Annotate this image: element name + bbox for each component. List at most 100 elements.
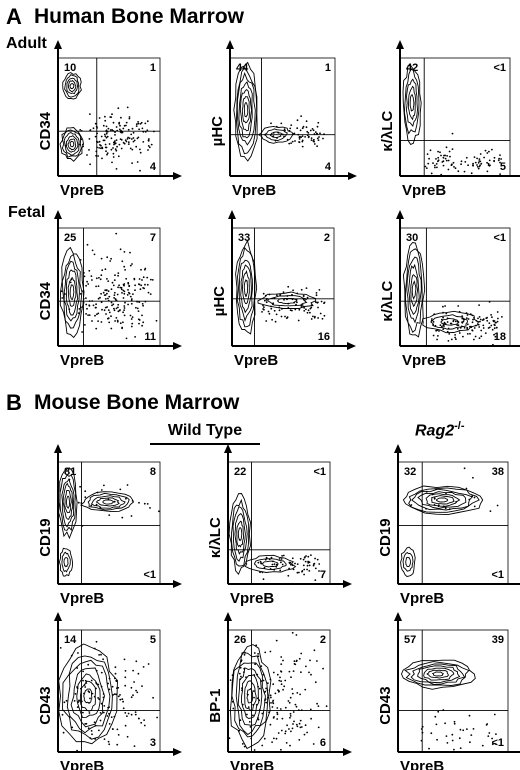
cluster-ring	[408, 263, 420, 316]
scatter-dot	[62, 731, 65, 734]
tail-dot	[469, 313, 472, 315]
scatter-dot	[78, 700, 81, 702]
tail-dot	[479, 320, 481, 323]
tail-dot	[278, 558, 281, 560]
tail-dot	[271, 318, 273, 321]
tail-dot	[280, 561, 282, 564]
tail-dot	[298, 138, 301, 140]
tail-dot	[295, 298, 298, 301]
scatter-dot	[299, 719, 302, 722]
cluster-ring	[59, 246, 85, 339]
scatter-dot	[124, 724, 127, 727]
scatter-dot	[126, 294, 129, 296]
scatter-dot	[142, 666, 145, 668]
scatter-dot	[131, 322, 134, 325]
scatter-dot	[71, 726, 74, 729]
tail-dot	[318, 289, 321, 291]
scatter-dot	[97, 297, 100, 300]
scatter-dot	[118, 143, 121, 146]
tail-dot	[445, 312, 448, 315]
scatter-dot	[282, 659, 284, 662]
scatter-dot	[110, 315, 112, 318]
scatter-dot	[64, 144, 67, 147]
tail-dot	[139, 123, 142, 125]
scatter-dot	[112, 303, 115, 306]
cluster-ring	[233, 61, 258, 162]
scatter-dot	[134, 284, 137, 287]
scatter-dot	[92, 304, 95, 307]
tail-dot	[262, 578, 265, 581]
tail-dot	[428, 157, 430, 160]
scatter-dot	[138, 283, 140, 286]
tail-dot	[301, 145, 304, 148]
scatter-dot	[113, 715, 116, 718]
scatter-dot	[143, 724, 146, 727]
scatter-dot	[280, 729, 283, 732]
scatter-dot	[143, 502, 146, 505]
tail-dot	[477, 321, 480, 323]
cluster-ring	[238, 80, 253, 139]
scatter-dot	[106, 715, 109, 717]
cluster-ring	[58, 547, 73, 577]
tail-dot	[276, 294, 278, 297]
tail-dot	[444, 722, 446, 725]
quadrant-lower-right-value: 4	[150, 161, 157, 173]
cluster-ring	[417, 665, 461, 683]
scatter-dot	[95, 303, 97, 306]
scatter-dot	[128, 117, 131, 120]
tail-dot	[318, 563, 321, 565]
panel-a-adult-muhc: VpreB µHC 44 1 4	[209, 40, 357, 199]
tail-dot	[495, 326, 498, 329]
scatter-dot	[279, 676, 281, 679]
scatter-dot	[147, 291, 150, 294]
scatter-dot	[254, 663, 256, 666]
tail-dot	[449, 155, 451, 158]
scatter-dot	[60, 290, 63, 293]
scatter-dot	[268, 711, 270, 714]
x-axis-arrow	[173, 342, 182, 350]
scatter-dot	[257, 655, 260, 658]
scatter-dot	[143, 287, 146, 290]
tail-dot	[484, 332, 487, 334]
cluster-ring	[257, 291, 317, 309]
tail-dot	[436, 166, 438, 169]
scatter-dot	[137, 672, 140, 675]
tail-dot	[280, 315, 283, 318]
scatter-dot	[84, 496, 87, 499]
tail-dot	[465, 156, 468, 159]
scatter-dot	[295, 660, 298, 663]
tail-dot	[303, 307, 306, 309]
tail-dot	[314, 567, 317, 570]
scatter-dot	[240, 675, 242, 678]
cluster-ring	[232, 505, 248, 562]
tail-dot	[459, 747, 462, 749]
scatter-dot	[136, 691, 139, 694]
tail-dot	[310, 306, 313, 309]
tail-dot	[275, 563, 278, 566]
scatter-dot	[262, 679, 265, 682]
scatter-dot	[127, 136, 129, 139]
tail-dot	[477, 167, 480, 170]
x-axis-arrow	[343, 580, 352, 588]
tail-dot	[287, 302, 290, 305]
tail-dot	[304, 560, 307, 563]
scatter-dot	[68, 478, 71, 481]
scatter-dot	[127, 303, 129, 306]
scatter-dot	[276, 718, 279, 720]
cluster-ring	[91, 495, 126, 509]
tail-dot	[450, 322, 453, 325]
scatter-dot	[265, 687, 267, 690]
scatter-dot	[110, 716, 113, 718]
scatter-dot	[114, 666, 117, 669]
wild-type-label: Wild Type	[167, 422, 243, 439]
scatter-dot	[117, 286, 119, 289]
tail-dot	[284, 315, 286, 318]
tail-dot	[294, 308, 297, 311]
scatter-dot	[123, 251, 126, 253]
scatter-dot	[138, 501, 140, 504]
scatter-dot	[262, 673, 265, 676]
tail-dot	[434, 166, 436, 169]
tail-dot	[476, 164, 478, 166]
scatter-dot	[121, 292, 123, 294]
scatter-dot	[100, 653, 102, 656]
